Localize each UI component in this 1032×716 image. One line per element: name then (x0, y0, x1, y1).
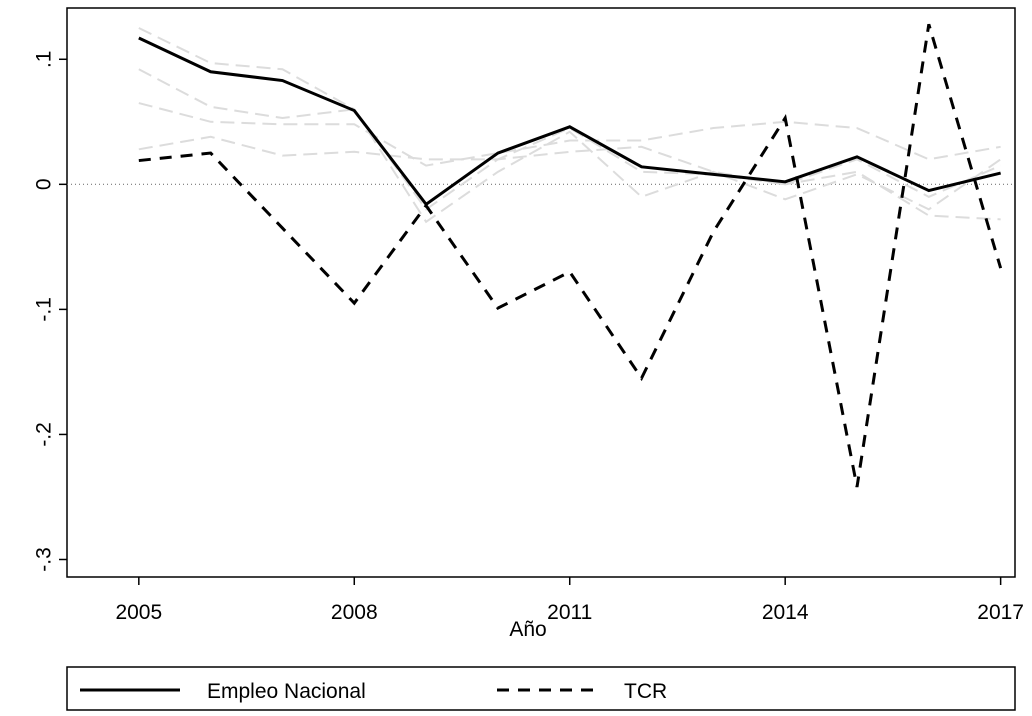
series-line (138, 102, 1001, 167)
legend-box (66, 666, 1016, 711)
x-tick-label: 2011 (547, 601, 592, 624)
x-tick-label: 2005 (115, 601, 162, 624)
y-tick-label: .1 (33, 51, 56, 69)
legend-label: TCR (624, 680, 667, 703)
x-axis-label: Año (509, 618, 546, 641)
y-tick-label: -.1 (33, 297, 56, 322)
y-tick-label: 0 (33, 178, 56, 190)
series-line (138, 23, 1003, 488)
x-tick-label: 2014 (762, 601, 809, 624)
x-tick-label: 2008 (331, 601, 378, 624)
series-line (138, 68, 1002, 224)
series-line (138, 36, 1001, 207)
x-tick-label: 2017 (977, 601, 1024, 624)
series-line (138, 27, 1002, 211)
series-line (138, 135, 1001, 221)
legend-label: Empleo Nacional (207, 680, 366, 703)
y-tick-label: -.2 (33, 422, 56, 447)
y-tick-label: -.3 (33, 547, 56, 572)
plot-frame (66, 7, 1016, 578)
